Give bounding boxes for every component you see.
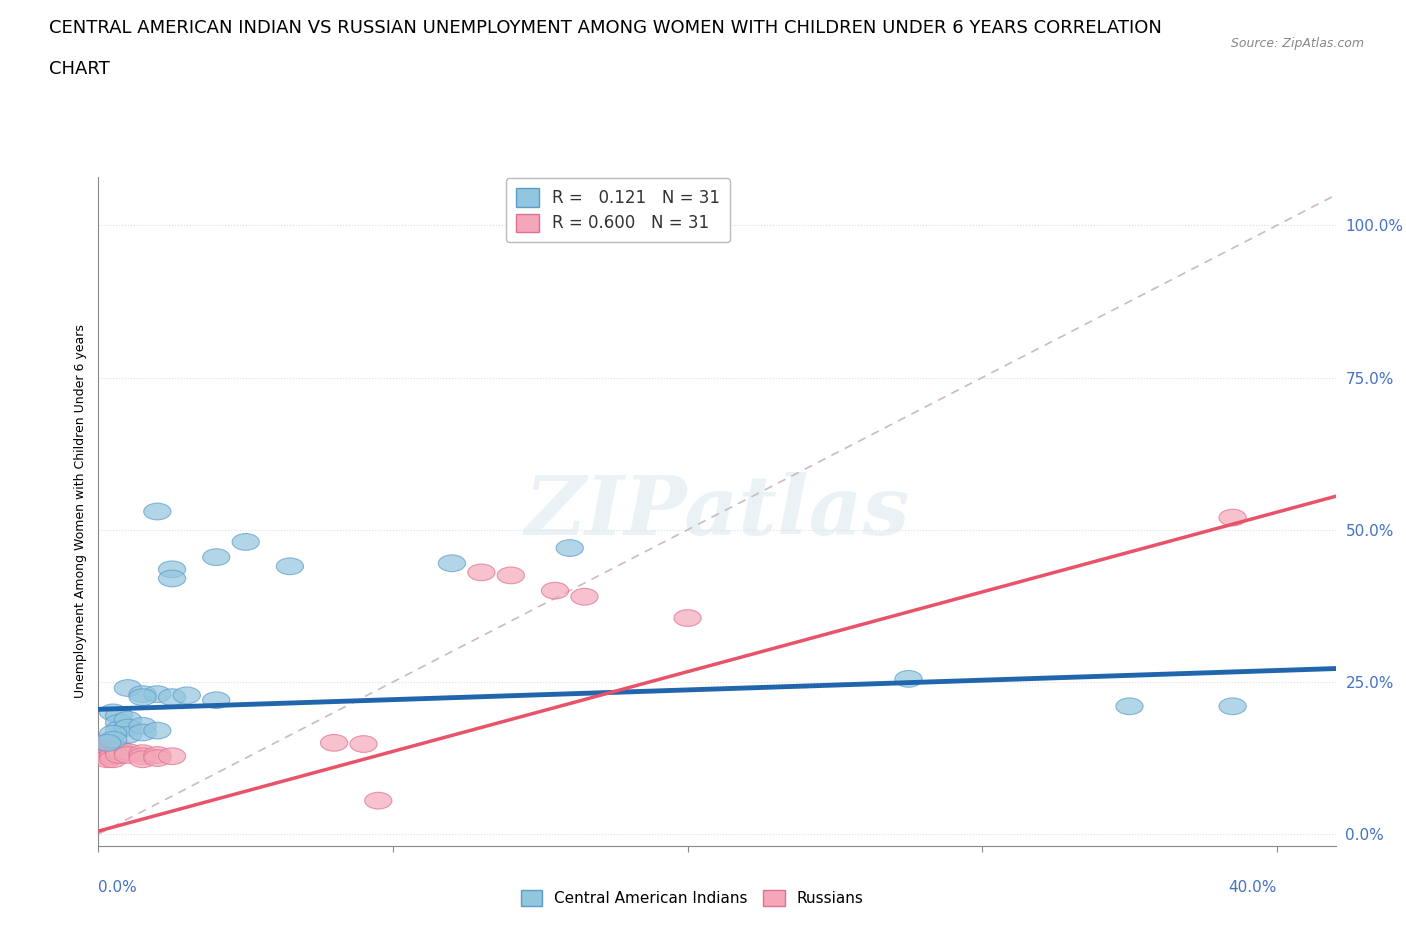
Ellipse shape — [143, 750, 172, 766]
Ellipse shape — [94, 751, 121, 767]
Ellipse shape — [100, 742, 127, 759]
Ellipse shape — [94, 745, 121, 762]
Ellipse shape — [321, 735, 347, 751]
Ellipse shape — [114, 680, 142, 697]
Ellipse shape — [114, 719, 142, 736]
Ellipse shape — [143, 723, 172, 739]
Ellipse shape — [94, 748, 121, 764]
Text: CENTRAL AMERICAN INDIAN VS RUSSIAN UNEMPLOYMENT AMONG WOMEN WITH CHILDREN UNDER : CENTRAL AMERICAN INDIAN VS RUSSIAN UNEMP… — [49, 19, 1163, 36]
Ellipse shape — [364, 792, 392, 809]
Ellipse shape — [129, 748, 156, 764]
Ellipse shape — [143, 747, 172, 764]
Ellipse shape — [1116, 698, 1143, 714]
Ellipse shape — [896, 671, 922, 687]
Ellipse shape — [202, 692, 229, 709]
Ellipse shape — [105, 707, 132, 724]
Text: Source: ZipAtlas.com: Source: ZipAtlas.com — [1230, 37, 1364, 50]
Ellipse shape — [129, 685, 156, 702]
Ellipse shape — [129, 717, 156, 734]
Ellipse shape — [100, 725, 127, 742]
Ellipse shape — [468, 564, 495, 580]
Ellipse shape — [105, 721, 132, 737]
Ellipse shape — [129, 724, 156, 741]
Ellipse shape — [100, 704, 127, 721]
Text: ZIPatlas: ZIPatlas — [524, 472, 910, 551]
Ellipse shape — [1219, 698, 1246, 714]
Ellipse shape — [350, 736, 377, 752]
Ellipse shape — [159, 561, 186, 578]
Ellipse shape — [105, 740, 132, 757]
Text: CHART: CHART — [49, 60, 110, 78]
Ellipse shape — [114, 711, 142, 728]
Ellipse shape — [94, 738, 121, 755]
Ellipse shape — [105, 747, 132, 764]
Ellipse shape — [1219, 510, 1246, 526]
Ellipse shape — [673, 610, 702, 627]
Ellipse shape — [541, 582, 568, 599]
Ellipse shape — [159, 748, 186, 764]
Text: 40.0%: 40.0% — [1229, 880, 1277, 895]
Ellipse shape — [129, 751, 156, 767]
Ellipse shape — [173, 687, 201, 704]
Ellipse shape — [100, 731, 127, 748]
Ellipse shape — [114, 744, 142, 761]
Ellipse shape — [94, 742, 121, 759]
Ellipse shape — [129, 689, 156, 706]
Ellipse shape — [100, 745, 127, 762]
Ellipse shape — [498, 567, 524, 584]
Ellipse shape — [129, 745, 156, 762]
Ellipse shape — [105, 714, 132, 731]
Ellipse shape — [100, 751, 127, 767]
Ellipse shape — [100, 748, 127, 764]
Legend: Central American Indians, Russians: Central American Indians, Russians — [515, 884, 870, 912]
Text: 0.0%: 0.0% — [98, 880, 138, 895]
Ellipse shape — [94, 736, 121, 752]
Ellipse shape — [143, 503, 172, 520]
Ellipse shape — [143, 685, 172, 702]
Ellipse shape — [105, 744, 132, 761]
Ellipse shape — [439, 555, 465, 572]
Ellipse shape — [114, 747, 142, 764]
Ellipse shape — [159, 570, 186, 587]
Ellipse shape — [114, 726, 142, 743]
Y-axis label: Unemployment Among Women with Children Under 6 years: Unemployment Among Women with Children U… — [75, 325, 87, 698]
Ellipse shape — [232, 534, 259, 551]
Ellipse shape — [94, 735, 121, 751]
Ellipse shape — [557, 539, 583, 556]
Ellipse shape — [100, 738, 127, 755]
Ellipse shape — [277, 558, 304, 575]
Ellipse shape — [202, 549, 229, 565]
Ellipse shape — [159, 689, 186, 706]
Ellipse shape — [571, 589, 598, 605]
